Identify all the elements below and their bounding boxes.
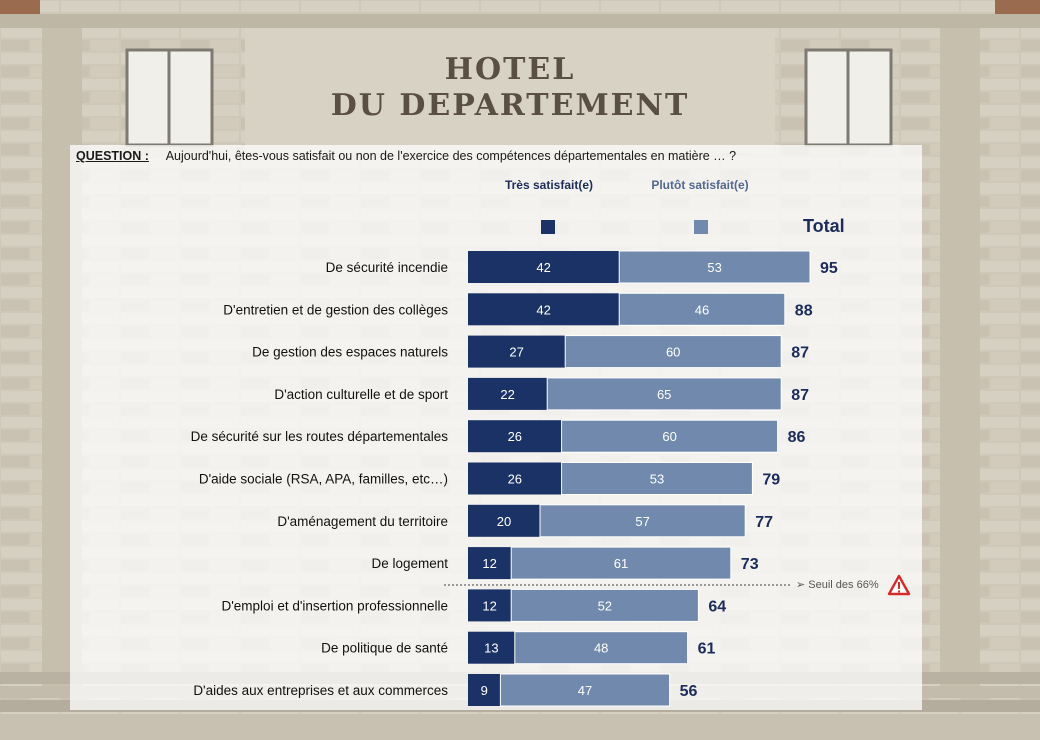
bar-tres: [468, 293, 620, 326]
value-label-tres: 12: [482, 598, 496, 613]
bar-plutot: [510, 588, 699, 622]
bar-tres: [468, 462, 562, 495]
value-label-tres: 9: [481, 683, 488, 698]
bar-tres: [468, 420, 562, 453]
total-header: Total: [803, 216, 845, 236]
bar-tres: [468, 547, 512, 580]
value-label-plutot: 57: [635, 514, 649, 529]
bar-tres: [468, 631, 515, 664]
value-label-tres: 26: [508, 429, 522, 444]
bar-plutot: [561, 419, 779, 453]
value-label-plutot: 52: [598, 598, 612, 613]
bar-plutot: [561, 462, 753, 495]
legend-tres-swatch: [541, 220, 555, 234]
value-label-plutot: 65: [657, 387, 671, 402]
category-label: D'action culturelle et de sport: [274, 387, 448, 402]
category-label: De politique de santé: [321, 641, 448, 656]
value-label-tres: 22: [500, 387, 514, 402]
bar-plutot: [499, 673, 671, 707]
category-label: D'aides aux entreprises et aux commerces: [193, 683, 448, 698]
warning-icon: [887, 574, 911, 596]
question-label: QUESTION :: [76, 149, 149, 163]
value-label-tres: 13: [484, 641, 498, 656]
legend-tres-label: Très satisfait(e): [504, 178, 594, 192]
category-label: D'entretien et de gestion des collèges: [223, 302, 448, 317]
bar-tres: [468, 251, 620, 283]
bar-plutot: [514, 631, 689, 665]
category-label: D'aménagement du territoire: [277, 514, 448, 529]
total-label: 88: [795, 302, 813, 319]
value-label-plutot: 46: [695, 302, 709, 317]
bar-tres: [468, 674, 501, 706]
category-label: De sécurité incendie: [326, 260, 448, 275]
legend-plutot-swatch: [694, 220, 708, 234]
sign-line-2: DU DEPARTEMENT: [330, 88, 690, 123]
total-label: 77: [755, 514, 773, 531]
total-label: 87: [791, 345, 809, 362]
total-label: 56: [680, 683, 698, 700]
category-label: D'emploi et d'insertion professionnelle: [221, 598, 448, 613]
value-label-tres: 26: [508, 472, 522, 487]
total-label: 95: [820, 260, 838, 277]
bar-tres: [468, 504, 540, 537]
category-label: De logement: [371, 556, 448, 571]
bar-plutot: [618, 250, 811, 284]
total-label: 79: [762, 472, 780, 489]
total-label: 87: [791, 387, 809, 404]
question: QUESTION : Aujourd'hui, êtes-vous satisf…: [76, 149, 736, 163]
bar-plutot: [510, 546, 732, 580]
total-label: 64: [708, 598, 726, 615]
threshold-label: ➢ Seuil des 66%: [796, 579, 879, 591]
bar-tres: [468, 335, 566, 368]
value-label-tres: 42: [536, 260, 550, 275]
bar-plutot: [539, 504, 746, 538]
value-label-plutot: 47: [578, 683, 592, 698]
total-label: 61: [698, 641, 716, 658]
value-label-plutot: 60: [662, 429, 676, 444]
value-label-plutot: 60: [666, 345, 680, 360]
value-label-tres: 12: [482, 556, 496, 571]
category-label: De sécurité sur les routes départemental…: [191, 429, 449, 444]
category-label: De gestion des espaces naturels: [252, 345, 448, 360]
value-label-plutot: 53: [707, 260, 721, 275]
bar-tres: [468, 589, 512, 622]
bar-plutot: [546, 377, 782, 411]
sign-line-1: HOTEL: [444, 52, 576, 87]
bar-tres: [468, 377, 548, 410]
total-label: 73: [741, 556, 759, 573]
value-label-tres: 42: [536, 302, 550, 317]
question-text: Aujourd'hui, êtes-vous satisfait ou non …: [165, 149, 737, 163]
bar-plutot: [564, 335, 782, 369]
legend-plutot-label: Plutôt satisfait(e): [651, 178, 749, 192]
value-label-plutot: 53: [650, 472, 664, 487]
bar-plutot: [618, 292, 786, 326]
value-label-tres: 27: [509, 345, 523, 360]
category-label: D'aide sociale (RSA, APA, familles, etc……: [199, 472, 448, 487]
value-label-plutot: 48: [594, 641, 608, 656]
value-label-plutot: 61: [614, 556, 628, 571]
value-label-tres: 20: [497, 514, 511, 529]
total-label: 86: [788, 429, 806, 446]
